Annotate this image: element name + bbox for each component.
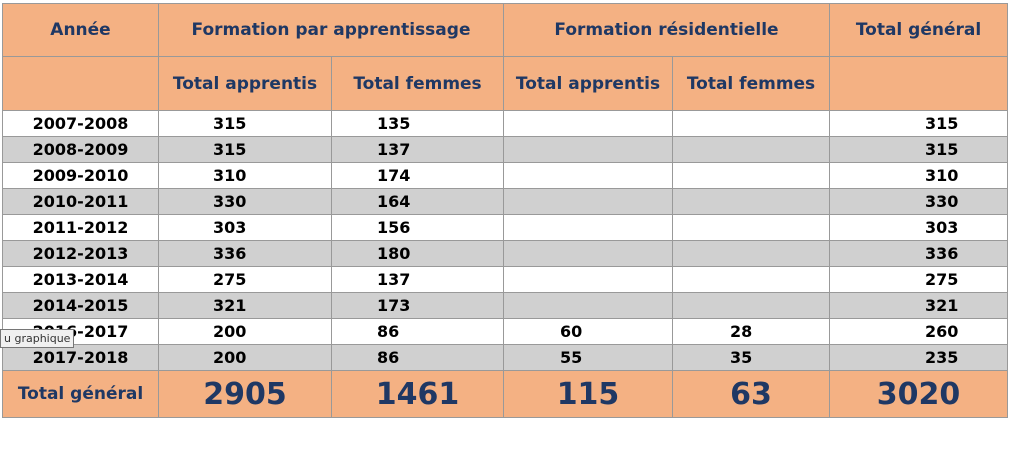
table-row: 2016-2017 200 86 60 28 260 <box>2 318 1008 345</box>
cell-year: 2014-2015 <box>2 292 159 319</box>
table-row: 2013-2014 275 137 275 <box>2 266 1008 293</box>
cell-year: 2012-2013 <box>2 240 159 267</box>
footer-total: 3020 <box>829 370 1008 418</box>
cell-femmes: 164 <box>331 188 504 215</box>
cell-apprentis-res <box>503 266 673 293</box>
table-row: 2012-2013 336 180 336 <box>2 240 1008 267</box>
cell-femmes-res <box>672 266 830 293</box>
cell-apprentis: 200 <box>158 318 332 345</box>
cell-femmes: 86 <box>331 344 504 371</box>
cell-apprentis-res <box>503 188 673 215</box>
cell-total: 315 <box>829 110 1008 137</box>
header-row-sub: Total apprentis Total femmes Total appre… <box>2 56 1008 111</box>
cell-total: 260 <box>829 318 1008 345</box>
sub-header-apprentis-1: Total apprentis <box>158 56 332 111</box>
cell-total: 310 <box>829 162 1008 189</box>
cell-apprentis: 315 <box>158 110 332 137</box>
group-header-apprentissage: Formation par apprentissage <box>158 3 504 57</box>
footer-apprentis: 2905 <box>158 370 332 418</box>
cell-year: 2008-2009 <box>2 136 159 163</box>
group-header-residentielle: Formation résidentielle <box>503 3 830 57</box>
cell-apprentis: 275 <box>158 266 332 293</box>
footer-femmes: 1461 <box>331 370 504 418</box>
cell-apprentis-res <box>503 292 673 319</box>
cell-year: 2013-2014 <box>2 266 159 293</box>
cell-total: 321 <box>829 292 1008 319</box>
footer-femmes-res: 63 <box>672 370 830 418</box>
footer-row-total: Total général 2905 1461 115 63 3020 <box>2 370 1008 418</box>
cell-apprentis: 303 <box>158 214 332 241</box>
cell-femmes: 135 <box>331 110 504 137</box>
tooltip: u graphique <box>0 329 75 348</box>
sub-header-apprentis-2: Total apprentis <box>503 56 673 111</box>
sub-header-femmes-1: Total femmes <box>331 56 504 111</box>
cell-apprentis-res: 60 <box>503 318 673 345</box>
cell-year: 2007-2008 <box>2 110 159 137</box>
cell-femmes-res: 35 <box>672 344 830 371</box>
cell-apprentis: 310 <box>158 162 332 189</box>
footer-apprentis-res: 115 <box>503 370 673 418</box>
cell-femmes: 174 <box>331 162 504 189</box>
cell-femmes-res <box>672 162 830 189</box>
cell-femmes-res <box>672 214 830 241</box>
cell-total: 275 <box>829 266 1008 293</box>
cell-femmes: 137 <box>331 266 504 293</box>
cell-femmes-res <box>672 240 830 267</box>
cell-femmes-res <box>672 292 830 319</box>
col-header-year: Année <box>2 3 159 57</box>
sub-header-empty-total <box>829 56 1008 111</box>
table-row: 2009-2010 310 174 310 <box>2 162 1008 189</box>
table-row: 2010-2011 330 164 330 <box>2 188 1008 215</box>
cell-apprentis: 330 <box>158 188 332 215</box>
cell-femmes: 173 <box>331 292 504 319</box>
cell-apprentis-res <box>503 136 673 163</box>
cell-femmes: 156 <box>331 214 504 241</box>
table-row: 2011-2012 303 156 303 <box>2 214 1008 241</box>
cell-femmes-res <box>672 136 830 163</box>
cell-apprentis-res: 55 <box>503 344 673 371</box>
col-header-total: Total général <box>829 3 1008 57</box>
sub-header-femmes-2: Total femmes <box>672 56 830 111</box>
table-row: 2017-2018 200 86 55 35 235 <box>2 344 1008 371</box>
cell-femmes: 137 <box>331 136 504 163</box>
cell-apprentis: 200 <box>158 344 332 371</box>
cell-total: 315 <box>829 136 1008 163</box>
cell-year: 2011-2012 <box>2 214 159 241</box>
cell-apprentis: 336 <box>158 240 332 267</box>
table-row: 2014-2015 321 173 321 <box>2 292 1008 319</box>
cell-femmes: 180 <box>331 240 504 267</box>
cell-total: 235 <box>829 344 1008 371</box>
cell-apprentis-res <box>503 110 673 137</box>
cell-apprentis: 315 <box>158 136 332 163</box>
cell-femmes-res <box>672 110 830 137</box>
sub-header-empty <box>2 56 159 111</box>
data-table: Année Formation par apprentissage Format… <box>2 3 1008 418</box>
cell-year: 2010-2011 <box>2 188 159 215</box>
table-row: 2008-2009 315 137 315 <box>2 136 1008 163</box>
cell-year: 2009-2010 <box>2 162 159 189</box>
cell-total: 330 <box>829 188 1008 215</box>
footer-label: Total général <box>2 370 159 418</box>
cell-femmes-res <box>672 188 830 215</box>
cell-apprentis: 321 <box>158 292 332 319</box>
cell-femmes-res: 28 <box>672 318 830 345</box>
data-table-container: Année Formation par apprentissage Format… <box>2 3 1008 418</box>
cell-apprentis-res <box>503 240 673 267</box>
cell-total: 303 <box>829 214 1008 241</box>
table-row: 2007-2008 315 135 315 <box>2 110 1008 137</box>
cell-femmes: 86 <box>331 318 504 345</box>
cell-apprentis-res <box>503 162 673 189</box>
cell-year: 2017-2018 <box>2 344 159 371</box>
cell-apprentis-res <box>503 214 673 241</box>
header-row-groups: Année Formation par apprentissage Format… <box>2 3 1008 57</box>
cell-total: 336 <box>829 240 1008 267</box>
